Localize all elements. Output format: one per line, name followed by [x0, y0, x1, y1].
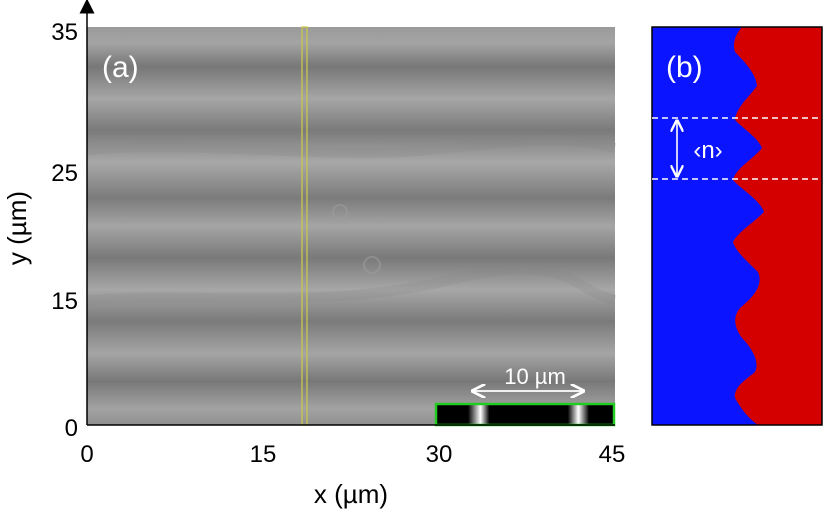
x-axis-title: x (µm) — [314, 479, 388, 509]
panel-a-label: (a) — [102, 51, 139, 84]
x-tick-label: 0 — [80, 441, 93, 468]
scale-bar-label: 10 µm — [504, 364, 566, 389]
stripe-wave-1 — [86, 135, 617, 158]
x-tick-label: 30 — [426, 441, 453, 468]
image-artifact — [363, 256, 381, 274]
y-axis-title: y (µm) — [2, 191, 32, 265]
red-region — [733, 27, 822, 425]
y-tick-label: 15 — [51, 288, 78, 315]
stripe-wave-2 — [86, 264, 617, 305]
y-tick-label: 35 — [51, 19, 78, 46]
panel-b-frame — [651, 26, 823, 426]
intensity-inset — [434, 402, 616, 427]
x-tick-label: 45 — [599, 441, 626, 468]
panel-b: ‹n› (b) — [651, 26, 823, 426]
image-artifact — [332, 204, 348, 220]
period-label: ‹n› — [693, 137, 722, 164]
y-tick-label: 25 — [51, 160, 78, 187]
panel-b-label: (b) — [666, 51, 703, 84]
microscope-image — [87, 27, 615, 425]
y-tick-label: 0 — [65, 415, 78, 442]
x-tick-label: 15 — [250, 441, 277, 468]
panel-a: 10 µm (a) 35 25 15 0 0 15 30 45 x (µm) y… — [2, 0, 626, 509]
